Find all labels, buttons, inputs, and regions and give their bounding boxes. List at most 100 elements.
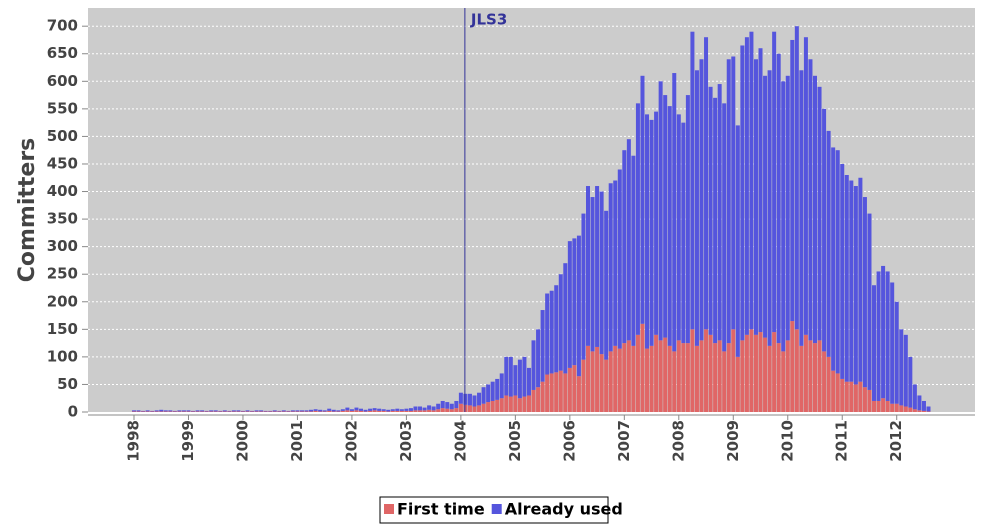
bar (508, 396, 513, 412)
bar (290, 410, 295, 412)
bar (835, 150, 840, 374)
bar (245, 410, 250, 412)
bar (395, 408, 400, 411)
bar (554, 372, 559, 412)
bar (218, 410, 223, 412)
bar (318, 409, 323, 412)
bar (531, 389, 536, 412)
bar (817, 340, 822, 412)
y-tick-label: 300 (47, 237, 78, 255)
bar (699, 59, 704, 341)
x-tick-label: 2003 (397, 420, 415, 462)
bar (876, 271, 881, 401)
bar (286, 410, 291, 412)
bar (172, 411, 177, 412)
bar (581, 359, 586, 412)
bar (635, 103, 640, 335)
x-tick-label: 2001 (288, 420, 306, 462)
y-tick-label: 550 (47, 99, 78, 117)
bar (318, 411, 323, 412)
bar (903, 406, 908, 412)
bar (685, 343, 690, 412)
bar (867, 213, 872, 390)
bar (545, 374, 550, 412)
bar (381, 409, 386, 411)
bar (154, 411, 159, 412)
bar (872, 285, 877, 401)
bar (708, 86, 713, 335)
bar (431, 410, 436, 412)
bar (536, 329, 541, 388)
bar (390, 409, 395, 411)
bar (272, 411, 277, 412)
bar (268, 411, 273, 412)
bar (440, 408, 445, 412)
bar (640, 75, 645, 324)
bar (576, 235, 581, 377)
bar (690, 31, 695, 330)
bar (254, 411, 259, 412)
bar (862, 197, 867, 388)
bar (354, 410, 359, 412)
bar (531, 340, 536, 390)
bar (826, 356, 831, 412)
bar (663, 95, 668, 338)
y-tick-label: 500 (47, 127, 78, 145)
bar (744, 334, 749, 412)
y-tick-label: 150 (47, 320, 78, 338)
bar (799, 70, 804, 346)
bar (181, 411, 186, 412)
bar (272, 410, 277, 412)
x-tick-label: 2008 (669, 420, 687, 462)
y-tick-label: 200 (47, 292, 78, 310)
bar (150, 411, 155, 412)
bar (132, 411, 136, 412)
bar (186, 411, 191, 412)
bar (418, 406, 423, 411)
bar (304, 411, 309, 412)
bar (240, 410, 245, 412)
y-tick-label: 250 (47, 265, 78, 283)
bar (753, 59, 758, 335)
bar (658, 81, 663, 341)
bar (386, 409, 391, 412)
bar (177, 411, 182, 412)
bar (708, 334, 713, 412)
bar (649, 119, 654, 346)
bar (395, 410, 400, 412)
bar (404, 410, 409, 412)
bar (463, 393, 468, 405)
bar (803, 334, 808, 412)
bar (245, 411, 250, 412)
bar (858, 177, 863, 382)
bar (204, 411, 209, 412)
bar (540, 381, 545, 412)
bar (876, 400, 881, 412)
bar (704, 37, 709, 330)
bar (236, 411, 241, 412)
bar (672, 73, 677, 352)
bar (667, 345, 672, 412)
bar (599, 191, 604, 355)
bar (368, 408, 373, 411)
bar (908, 407, 913, 412)
bar (849, 180, 854, 382)
bar (776, 53, 781, 344)
bar (849, 381, 854, 412)
bar (440, 400, 445, 409)
bar (359, 410, 363, 412)
bar (822, 108, 827, 352)
bar (794, 329, 799, 412)
x-tick-label: 2004 (451, 420, 469, 462)
bar (336, 411, 341, 412)
bar (526, 367, 531, 396)
bar (717, 340, 722, 412)
bar (345, 410, 350, 412)
bar (731, 329, 736, 412)
bar (667, 106, 672, 346)
bar (236, 410, 241, 412)
bar (554, 285, 559, 373)
x-tick-label: 2006 (560, 420, 578, 462)
bar (885, 271, 890, 401)
